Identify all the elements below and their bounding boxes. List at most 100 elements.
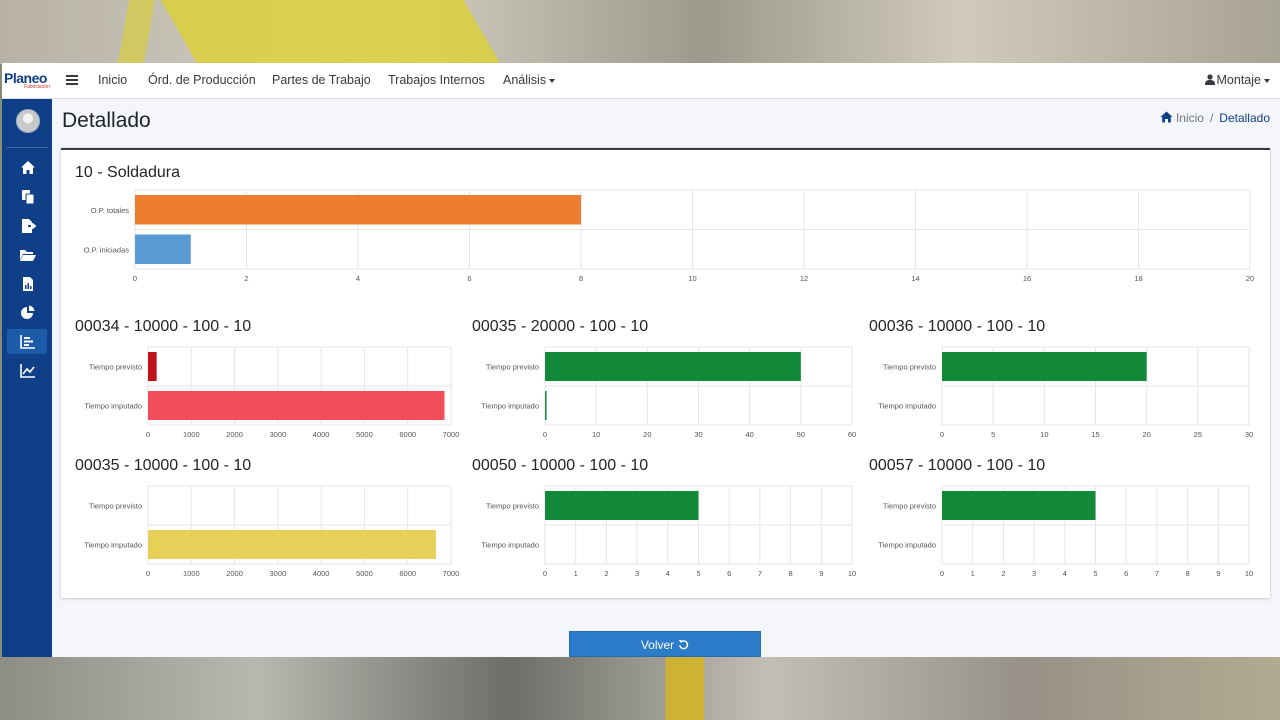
chart: 0 2 4 6 8 10 12 14 16 18 20 O.P. totales O.P. inicia… — [84, 189, 1254, 283]
chart-title: 00034 - 10000 - 100 - 10 — [75, 318, 252, 335]
x-tick-label: 30 — [1245, 430, 1253, 439]
x-tick-label: 50 — [797, 430, 805, 439]
x-tick-label: 5 — [991, 430, 995, 439]
y-category-label: Tiempo previsto — [89, 502, 142, 511]
y-category-label: Tiempo imputado — [481, 402, 539, 411]
line-chart-icon — [20, 364, 35, 378]
sidebar-item-line-chart[interactable] — [19, 362, 37, 380]
chart-title: 00050 - 10000 - 100 - 10 — [472, 457, 649, 474]
x-tick-label: 2 — [1001, 569, 1005, 578]
chart: 0 1000 2000 3000 4000 5000 6000 7000 Tiempo prev… — [84, 485, 460, 578]
sidebar: Planeo Fabricación — [2, 63, 52, 657]
sidebar-item-bar-chart[interactable] — [19, 333, 37, 351]
nav-link-inicio[interactable]: Inicio — [98, 73, 128, 87]
chart: 0 5 10 15 20 25 30 Tiempo previsto Tiempo imputa… — [878, 346, 1253, 439]
bar[interactable] — [135, 234, 191, 265]
x-tick-label: 5000 — [356, 569, 373, 578]
chevron-down-icon — [549, 78, 556, 83]
sidebar-item-folder[interactable] — [19, 246, 37, 264]
nav-link-trabajos-internos[interactable]: Trabajos Internos — [388, 73, 485, 87]
x-tick-label: 7000 — [443, 569, 460, 578]
page-title: Detallado — [62, 109, 151, 132]
brand-logo[interactable]: Planeo Fabricación — [2, 63, 52, 99]
bar[interactable] — [148, 352, 157, 381]
sidebar-item-pie[interactable] — [19, 304, 37, 322]
nav-link-analisis[interactable]: Análisis — [503, 73, 556, 87]
volver-button[interactable]: Volver — [569, 631, 761, 657]
x-tick-label: 20 — [643, 430, 651, 439]
nav-link-analisis-label: Análisis — [503, 73, 547, 87]
y-category-label: Tiempo imputado — [878, 402, 936, 411]
bar[interactable] — [942, 352, 1147, 381]
home-icon — [1160, 111, 1173, 123]
chart: 0 1 2 3 4 5 6 7 8 9 10 Tiempo previsto Tiempo imputa… — [481, 485, 856, 578]
home-icon — [21, 161, 35, 174]
charts-card: 10 - Soldadura 0 2 4 6 8 10 12 14 16 18 20 O.P. tot… — [61, 148, 1270, 598]
x-tick-label: 0 — [133, 274, 137, 283]
y-category-label: Tiempo previsto — [89, 363, 142, 372]
user-menu[interactable]: Montaje — [1204, 73, 1270, 87]
y-category-label: Tiempo previsto — [486, 363, 539, 372]
bar[interactable] — [545, 352, 801, 381]
bar[interactable] — [148, 391, 445, 420]
nav-link-partes-trabajo[interactable]: Partes de Trabajo — [272, 73, 371, 87]
sidebar-item-copy[interactable] — [19, 188, 37, 206]
x-tick-label: 6 — [467, 274, 471, 283]
x-tick-label: 0 — [543, 430, 547, 439]
chart-title: 00035 - 20000 - 100 - 10 — [472, 318, 649, 335]
bar[interactable] — [545, 391, 547, 420]
volver-label: Volver — [640, 638, 675, 652]
x-tick-label: 10 — [688, 274, 696, 283]
bar[interactable] — [135, 195, 581, 225]
nav-link-ordenes-produccion[interactable]: Órd. de Producción — [148, 73, 256, 87]
x-tick-label: 4 — [666, 569, 670, 578]
avatar[interactable] — [16, 109, 40, 133]
chevron-down-icon — [1264, 78, 1270, 83]
app-window: Planeo Fabricación — [2, 63, 1280, 657]
x-tick-label: 16 — [1023, 274, 1031, 283]
chart-title: 00035 - 10000 - 100 - 10 — [75, 457, 252, 474]
x-tick-label: 20 — [1142, 430, 1150, 439]
x-tick-label: 1000 — [183, 569, 200, 578]
sidebar-item-home[interactable] — [19, 159, 37, 177]
x-tick-label: 0 — [146, 569, 150, 578]
breadcrumb-separator: / — [1209, 111, 1214, 125]
x-tick-label: 0 — [940, 569, 944, 578]
sidebar-item-export[interactable] — [19, 217, 37, 235]
sidebar-item-report[interactable] — [19, 275, 37, 293]
x-tick-label: 7000 — [443, 430, 460, 439]
x-tick-label: 6000 — [399, 430, 416, 439]
x-tick-label: 10 — [1040, 430, 1048, 439]
x-tick-label: 10 — [1245, 569, 1253, 578]
copy-icon — [22, 190, 35, 205]
x-tick-label: 4000 — [313, 569, 330, 578]
user-menu-label: Montaje — [1216, 73, 1261, 87]
menu-toggle-icon[interactable] — [66, 74, 78, 86]
chart-title: 00057 - 10000 - 100 - 10 — [869, 457, 1046, 474]
chart: 0 1 2 3 4 5 6 7 8 9 10 Tiempo previsto Tiempo imputa… — [878, 485, 1253, 578]
x-tick-label: 1 — [574, 569, 578, 578]
x-tick-label: 7 — [1155, 569, 1159, 578]
breadcrumb-home[interactable]: Inicio — [1175, 111, 1204, 125]
bar[interactable] — [942, 491, 1096, 520]
brand-subtitle: Fabricación — [24, 84, 50, 90]
x-tick-label: 8 — [1186, 569, 1190, 578]
breadcrumb-current: Detallado — [1219, 111, 1270, 125]
x-tick-label: 3 — [635, 569, 639, 578]
x-tick-label: 8 — [789, 569, 793, 578]
x-tick-label: 6 — [727, 569, 731, 578]
x-tick-label: 12 — [800, 274, 808, 283]
x-tick-label: 2000 — [226, 430, 243, 439]
x-tick-label: 40 — [745, 430, 753, 439]
x-tick-label: 25 — [1194, 430, 1202, 439]
x-tick-label: 60 — [848, 430, 856, 439]
x-tick-label: 5000 — [356, 430, 373, 439]
bar[interactable] — [545, 491, 699, 520]
x-tick-label: 0 — [146, 430, 150, 439]
x-tick-label: 4 — [356, 274, 360, 283]
bar[interactable] — [148, 530, 436, 559]
sidebar-divider — [6, 147, 48, 148]
bar-chart-icon — [20, 335, 35, 349]
x-tick-label: 4 — [1063, 569, 1067, 578]
x-tick-label: 14 — [911, 274, 919, 283]
